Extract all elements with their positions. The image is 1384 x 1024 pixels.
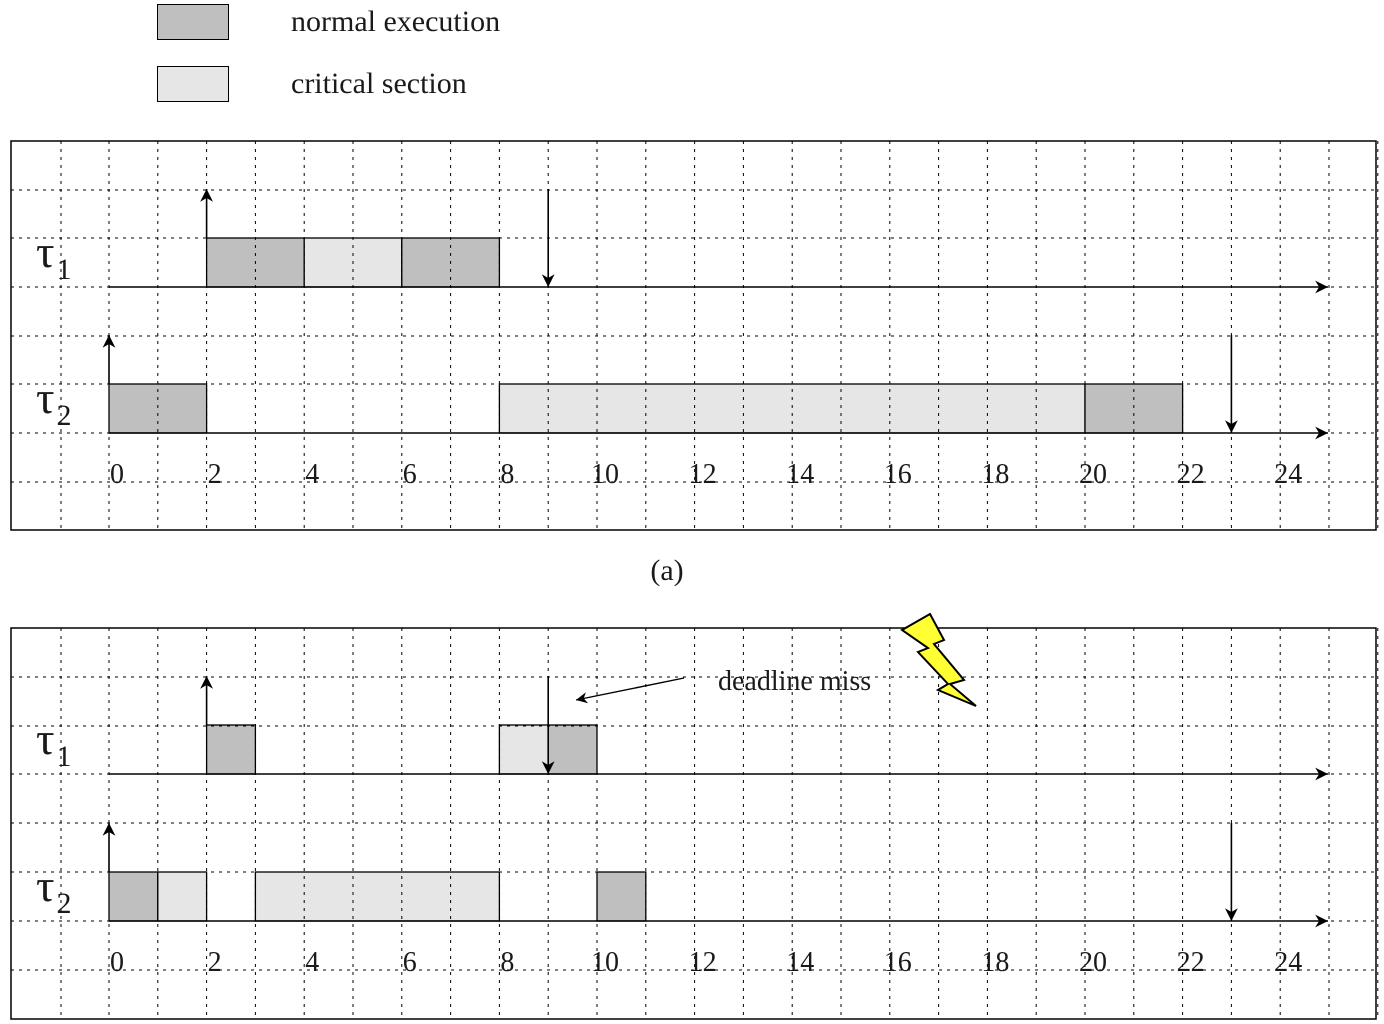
- lightning-icon: [900, 612, 977, 707]
- tick-label: 10: [591, 947, 619, 978]
- task-subscript: 2: [57, 399, 72, 432]
- task-label: τ1: [36, 226, 72, 286]
- legend-swatch-critical: [157, 66, 229, 102]
- normal-execution-block: [108, 871, 159, 922]
- critical-section-block: [498, 383, 1086, 434]
- tick-label: 20: [1079, 459, 1107, 490]
- tick-label: 20: [1079, 947, 1107, 978]
- critical-section-block: [157, 871, 208, 922]
- tick-label: 8: [500, 459, 514, 490]
- task-subscript: 2: [57, 887, 72, 920]
- normal-execution-block: [108, 383, 208, 434]
- tick-label: 24: [1274, 459, 1302, 490]
- tick-label: 22: [1177, 947, 1205, 978]
- tick-label: 0: [110, 947, 124, 978]
- task-label: τ2: [36, 372, 72, 432]
- critical-section-block: [254, 871, 501, 922]
- legend: normal execution critical section: [0, 0, 700, 120]
- task-label: τ1: [36, 713, 72, 773]
- tick-label: 14: [786, 459, 814, 490]
- legend-label-critical: critical section: [291, 67, 467, 100]
- tick-label: 14: [786, 947, 814, 978]
- tick-label: 2: [208, 459, 222, 490]
- tick-label: 18: [981, 459, 1009, 490]
- tick-label: 18: [981, 947, 1009, 978]
- panel-caption: (a): [650, 554, 683, 587]
- legend-label-normal: normal execution: [291, 5, 501, 38]
- normal-execution-block: [205, 724, 257, 775]
- tick-label: 12: [689, 947, 717, 978]
- tick-label: 6: [403, 947, 417, 978]
- tick-label: 6: [403, 459, 417, 490]
- tick-label: 2: [208, 947, 222, 978]
- task-label: τ2: [36, 860, 72, 920]
- tick-label: 16: [884, 459, 912, 490]
- task-symbol: τ: [36, 372, 55, 423]
- task-symbol: τ: [36, 713, 55, 764]
- task-subscript: 1: [57, 740, 72, 773]
- deadline-miss-pointer: [575, 677, 685, 704]
- tick-label: 0: [110, 459, 124, 490]
- tick-label: 12: [689, 459, 717, 490]
- task-subscript: 1: [57, 253, 72, 286]
- deadline-miss-label: deadline miss: [718, 666, 871, 697]
- tick-label: 4: [305, 947, 319, 978]
- tick-label: 8: [500, 947, 514, 978]
- tick-label: 4: [305, 459, 319, 490]
- tick-label: 16: [884, 947, 912, 978]
- normal-execution-block: [547, 724, 598, 775]
- tick-label: 22: [1177, 459, 1205, 490]
- task-symbol: τ: [36, 860, 55, 911]
- critical-section-block: [498, 724, 549, 775]
- task-symbol: τ: [36, 226, 55, 277]
- tick-label: 24: [1274, 947, 1302, 978]
- normal-execution-block: [596, 871, 647, 922]
- tick-label: 10: [591, 459, 619, 490]
- legend-swatch-normal: [157, 4, 229, 40]
